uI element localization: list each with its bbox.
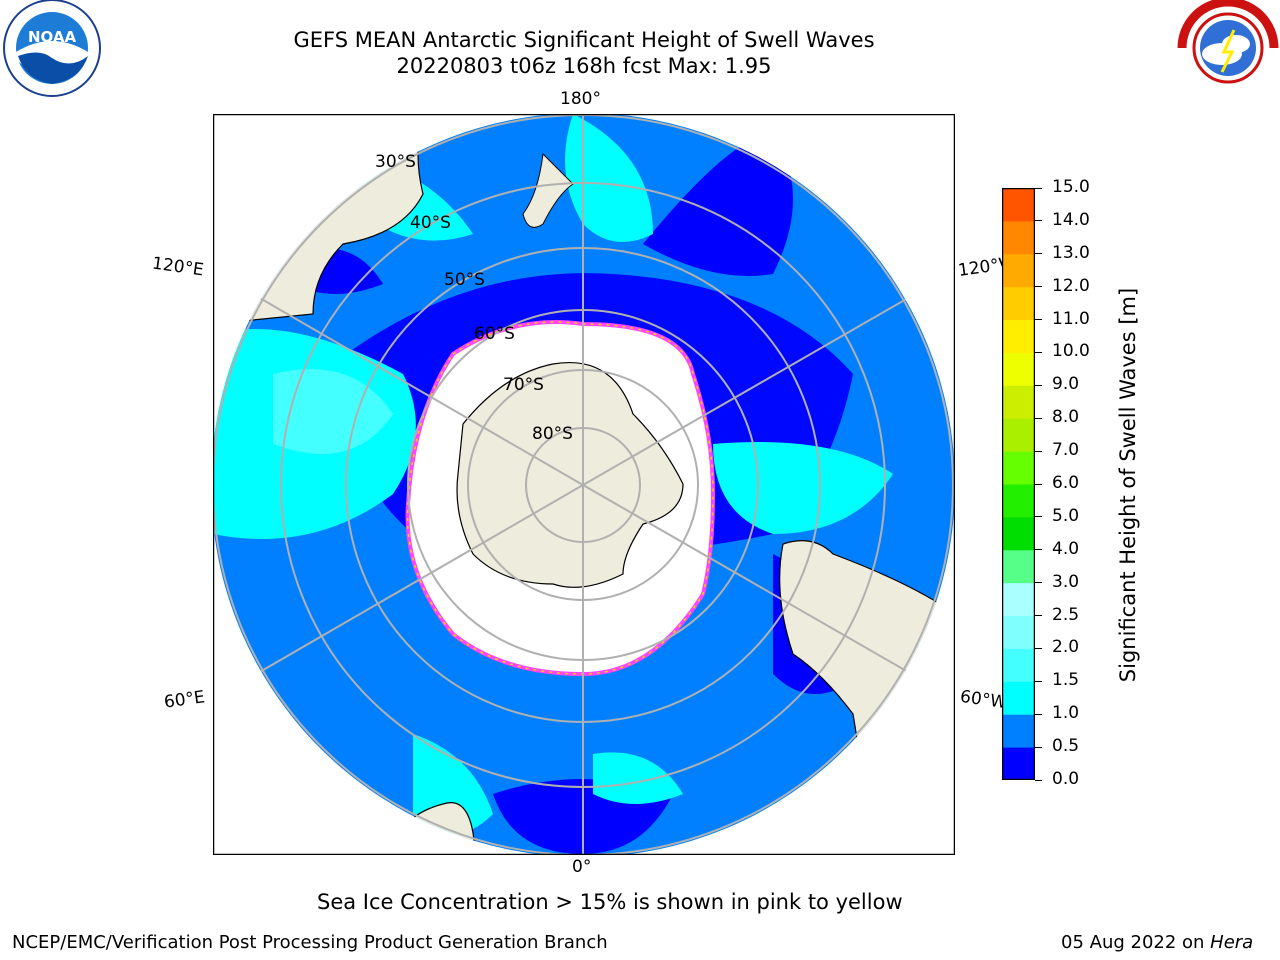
lat-label-60s: 60°S [474, 324, 515, 344]
colorbar-tick-label: 2.0 [1052, 637, 1080, 658]
colorbar-segment [1002, 484, 1035, 518]
footer-right: 05 Aug 2022 on Hera [1061, 932, 1253, 953]
colorbar-tick-label: 14.0 [1052, 209, 1090, 230]
colorbar-tick-mark [1035, 680, 1042, 682]
colorbar-tick-mark [1035, 549, 1042, 551]
colorbar-tick-label: 8.0 [1052, 407, 1080, 428]
colorbar-segment [1002, 681, 1035, 715]
colorbar-tick-label: 12.0 [1052, 275, 1090, 296]
colorbar-tick-mark [1035, 483, 1042, 485]
colorbar-tick-mark [1035, 582, 1042, 584]
colorbar-tick-mark [1035, 384, 1042, 386]
colorbar-tick-mark [1035, 417, 1042, 419]
colorbar-tick-label: 9.0 [1052, 374, 1080, 395]
colorbar-tick-label: 10.0 [1052, 341, 1090, 362]
colorbar [1002, 188, 1035, 780]
colorbar-tick-label: 4.0 [1052, 538, 1080, 559]
footer-machine: Hera [1210, 932, 1254, 953]
colorbar-segment [1002, 352, 1035, 386]
colorbar-segment [1002, 549, 1035, 584]
colorbar-segment [1002, 385, 1035, 419]
lon-label-120e: 120°E [150, 253, 205, 281]
colorbar-tick-mark [1035, 351, 1042, 353]
graticule [213, 114, 955, 855]
colorbar-tick-mark [1035, 220, 1042, 222]
colorbar-tick-mark [1035, 779, 1042, 781]
chart-title: GEFS MEAN Antarctic Significant Height o… [293, 28, 875, 52]
colorbar-segment [1002, 648, 1035, 682]
noaa-logo: NOAA [0, 0, 104, 100]
chart-subtitle: 20220803 t06z 168h fcst Max: 1.95 [396, 54, 772, 78]
colorbar-tick-label: 0.0 [1052, 769, 1080, 789]
colorbar-tick-label: 13.0 [1052, 242, 1090, 263]
colorbar-tick-label: 6.0 [1052, 473, 1080, 493]
colorbar-tick-mark [1035, 187, 1042, 189]
lon-label-60w: 60°W [958, 686, 1009, 714]
colorbar-tick-mark [1035, 647, 1042, 649]
colorbar-tick-label: 11.0 [1052, 308, 1090, 329]
colorbar-tick-mark [1035, 713, 1042, 715]
colorbar-tick-mark [1035, 319, 1042, 321]
colorbar-segment [1002, 451, 1035, 485]
colorbar-segment [1002, 286, 1035, 321]
colorbar-segment [1002, 319, 1035, 353]
colorbar-segment [1002, 418, 1035, 452]
lat-label-30s: 30°S [375, 152, 416, 172]
lat-label-40s: 40°S [410, 213, 451, 233]
lat-label-50s: 50°S [444, 270, 485, 290]
colorbar-tick-mark [1035, 746, 1042, 748]
colorbar-segment [1002, 615, 1035, 649]
colorbar-tick-label: 15.0 [1052, 177, 1090, 197]
lon-label-bottom: 0° [572, 857, 592, 877]
lat-label-70s: 70°S [503, 375, 544, 395]
colorbar-tick-label: 2.5 [1052, 604, 1080, 625]
colorbar-tick-mark [1035, 253, 1042, 255]
colorbar-tick-mark [1035, 615, 1042, 617]
colorbar-segment [1002, 253, 1035, 288]
footer-date: 05 Aug 2022 on [1061, 932, 1211, 953]
lat-label-80s: 80°S [532, 424, 573, 444]
colorbar-tick-mark [1035, 450, 1042, 452]
colorbar-segment [1002, 747, 1035, 780]
map-frame [213, 114, 955, 855]
footer-left: NCEP/EMC/Verification Post Processing Pr… [12, 932, 608, 953]
colorbar-tick-label: 7.0 [1052, 440, 1080, 461]
sea-ice-caption: Sea Ice Concentration > 15% is shown in … [317, 890, 903, 914]
lon-label-60e: 60°E [162, 687, 207, 713]
colorbar-segment [1002, 188, 1035, 222]
noaa-logo-text: NOAA [28, 28, 77, 46]
colorbar-label: Significant Height of Swell Waves [m] [1116, 287, 1140, 683]
colorbar-segment [1002, 220, 1035, 255]
colorbar-tick-label: 1.0 [1052, 703, 1080, 724]
polar-map [213, 114, 955, 855]
colorbar-tick-label: 1.5 [1052, 670, 1080, 691]
colorbar-tick-mark [1035, 516, 1042, 518]
colorbar-tick-mark [1035, 286, 1042, 288]
colorbar-tick-label: 3.0 [1052, 571, 1080, 592]
lon-label-top: 180° [560, 89, 601, 109]
colorbar-segment [1002, 582, 1035, 617]
colorbar-segment [1002, 714, 1035, 748]
colorbar-tick-label: 5.0 [1052, 505, 1080, 526]
colorbar-segment [1002, 516, 1035, 551]
nws-logo [1176, 0, 1280, 100]
colorbar-tick-label: 0.5 [1052, 736, 1080, 757]
